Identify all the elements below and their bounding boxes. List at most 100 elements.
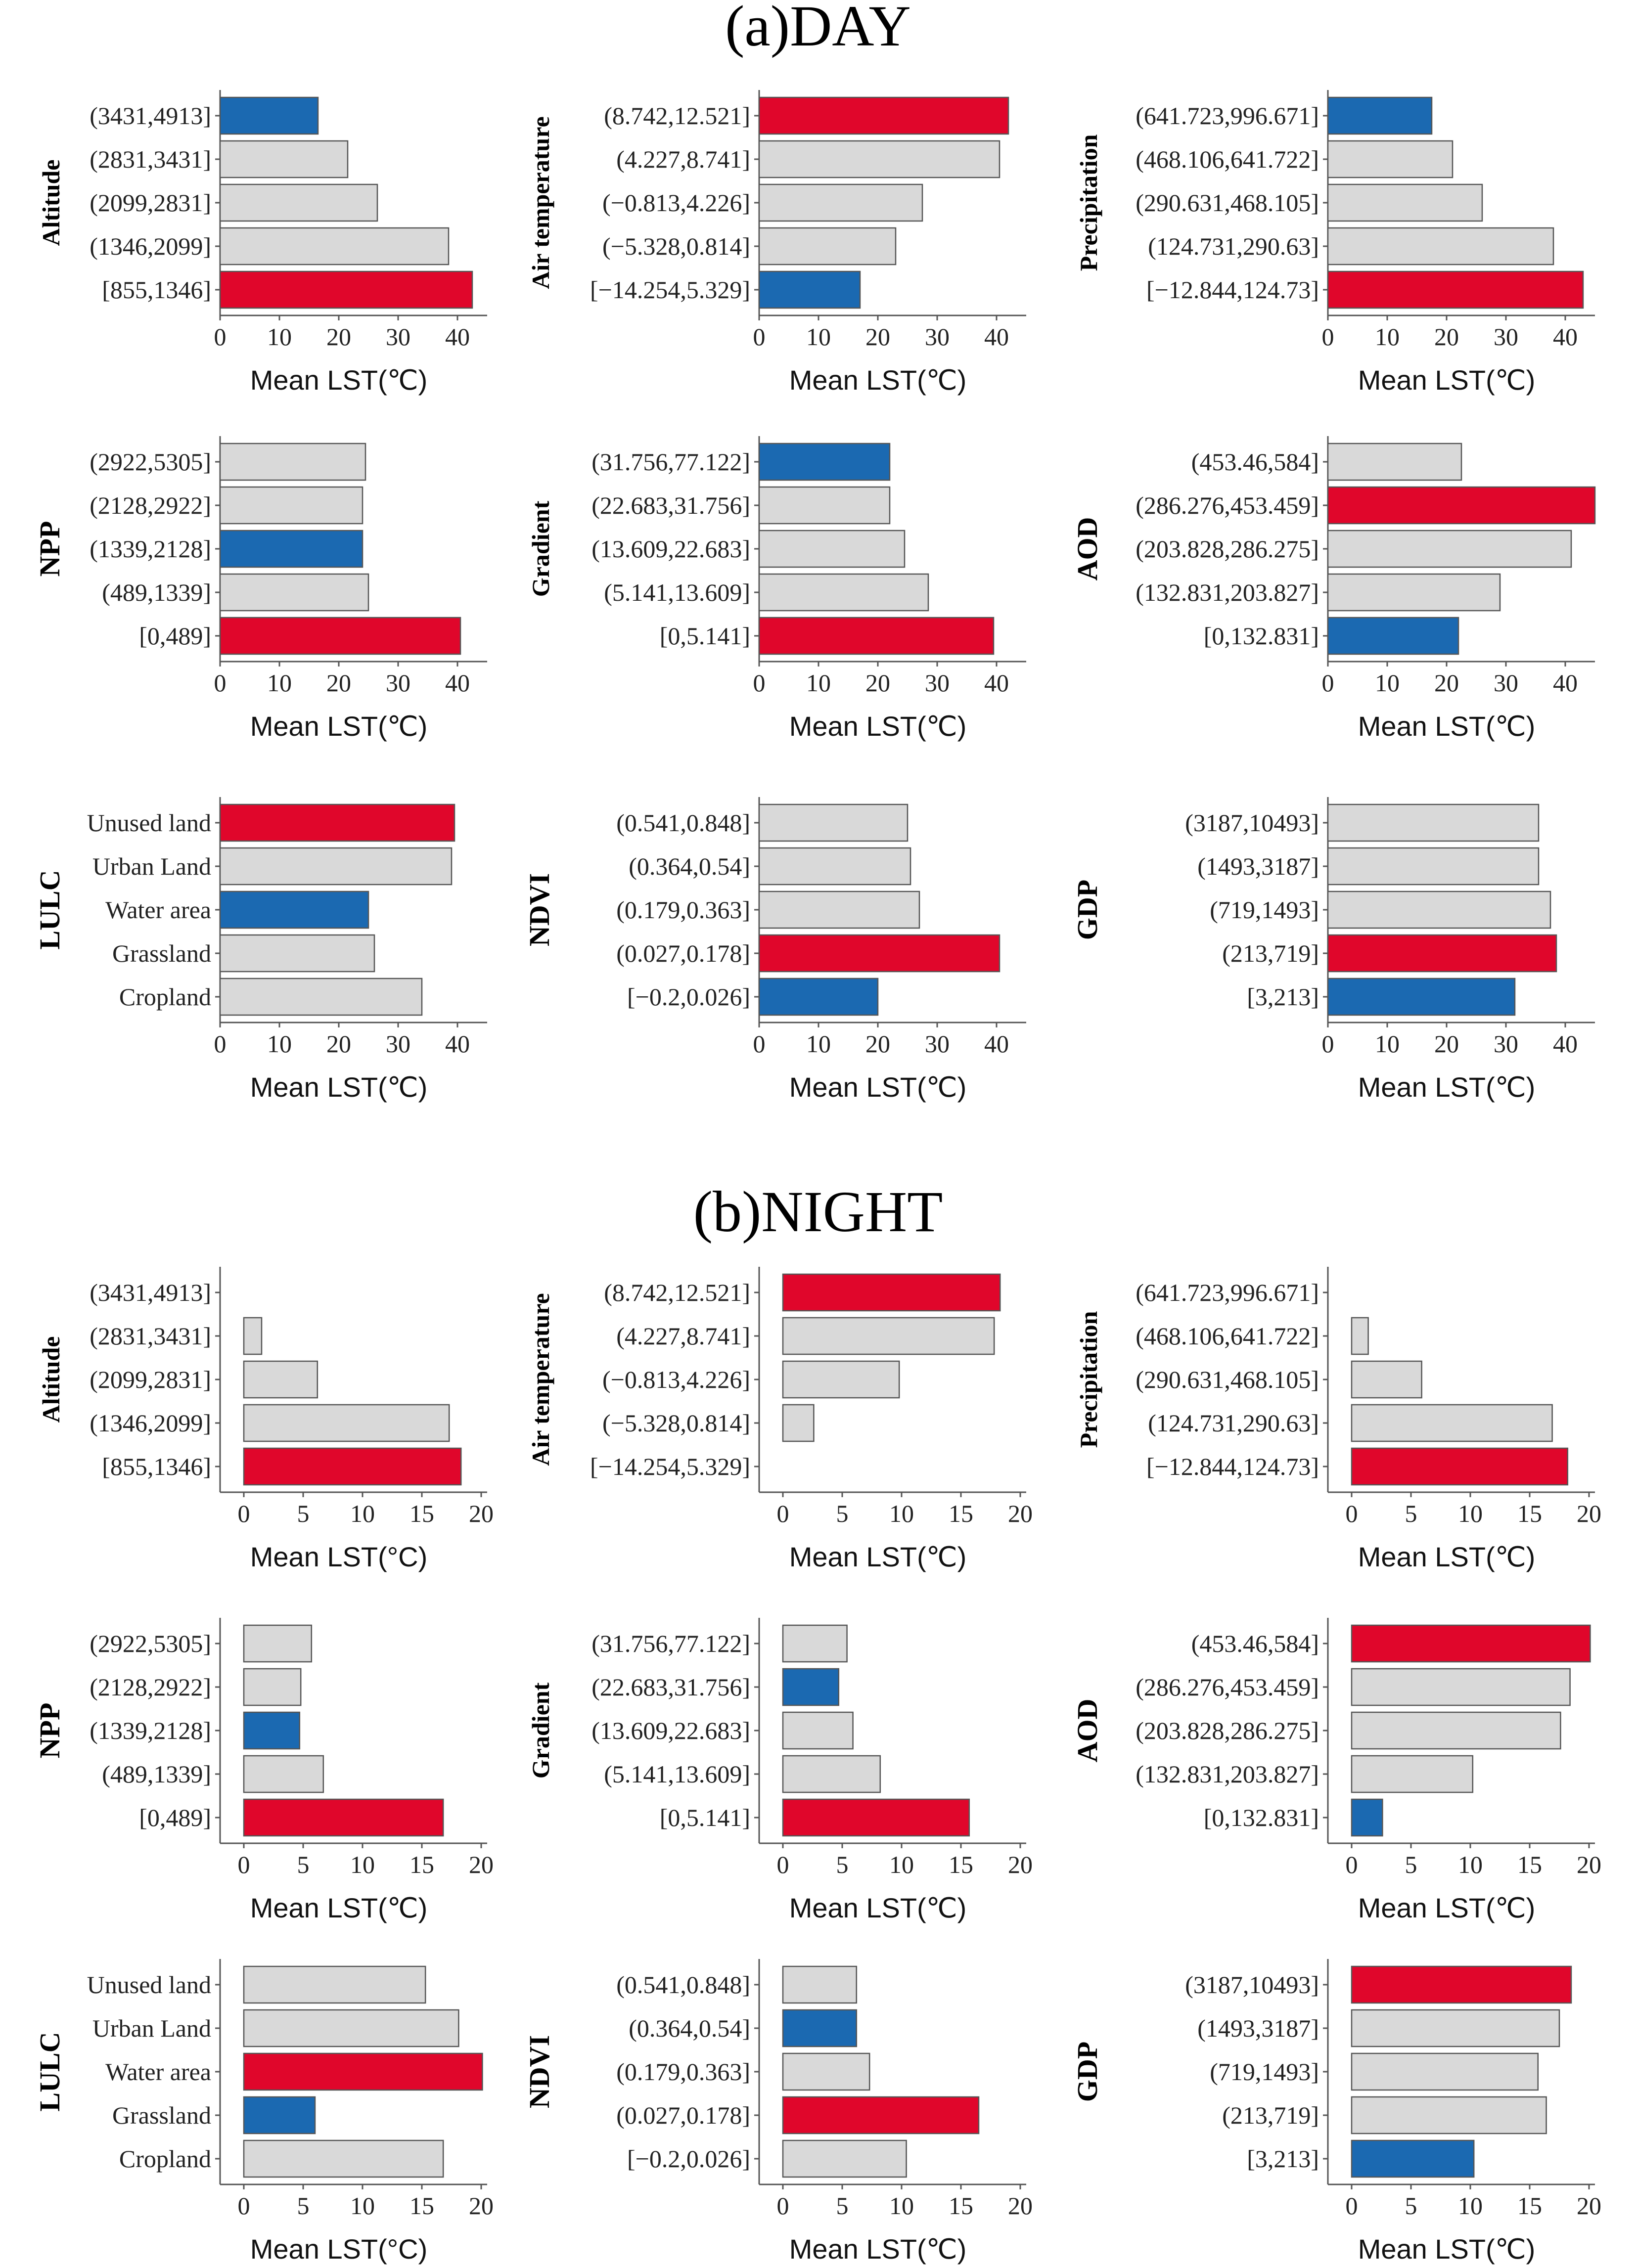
- x-tick-label: 40: [445, 669, 470, 697]
- chart-a-day-npp: (2922,5305] (2128,2922] (1339,2128] (489,13…: [34, 436, 487, 742]
- bar-a-day-precipitation-12-844-124-73: [1327, 270, 1584, 309]
- chart-b-night-ndvi: (0.541,0.848] (0.364,0.54] (0.179,0.363] (0…: [523, 1959, 1033, 2265]
- x-tick-label: 20: [1577, 1851, 1601, 1878]
- x-axis-label: Mean LST(℃): [789, 1541, 967, 1572]
- chart-b-night-lulc: Unused land Urban Land Water area Grassland…: [34, 1959, 494, 2265]
- bar-a-day-precipitation-290-631-468-105: [1327, 183, 1483, 222]
- bar-b-night-aod-0-132-831: [1351, 1798, 1383, 1837]
- x-tick-label: 10: [1375, 669, 1400, 697]
- x-tick-label: 40: [1553, 669, 1578, 697]
- x-tick-label: 15: [949, 1851, 973, 1878]
- bar-b-night-gradient-22-683-31-756: [782, 1668, 840, 1706]
- category-label: [3,213]: [1247, 2145, 1319, 2173]
- bar-a-day-ndvi-0-179-0-363: [758, 890, 920, 929]
- section-title-night: (b)NIGHT: [693, 1179, 943, 1244]
- bar-a-day-altitude-855-1346: [219, 270, 473, 309]
- category-label: [−0.2,0.026]: [627, 983, 750, 1011]
- category-label: [−14.254,5.329]: [590, 276, 750, 304]
- x-axis-label: Mean LST(℃): [250, 711, 428, 742]
- x-tick-label: 40: [1553, 323, 1578, 351]
- x-tick-label: 10: [889, 1851, 914, 1878]
- bar-b-night-gdp-719-1493: [1351, 2052, 1539, 2091]
- x-tick-label: 20: [326, 1030, 351, 1058]
- category-label: (0.027,0.178]: [616, 2101, 750, 2129]
- bar-a-day-aod-203-828-286-275: [1327, 530, 1572, 568]
- variable-label: Altitude: [37, 1336, 65, 1423]
- bar-a-day-gdp-213-719: [1327, 934, 1557, 973]
- variable-label: LULC: [34, 870, 66, 949]
- x-tick-label: 0: [777, 2192, 789, 2220]
- bar-b-night-gdp-3187-10493: [1351, 1965, 1572, 2004]
- x-tick-label: 5: [836, 1500, 849, 1527]
- bar-b-night-npp-489-1339: [243, 1755, 324, 1793]
- x-tick-label: 20: [1008, 1851, 1033, 1878]
- category-label: (1346,2099]: [90, 1409, 211, 1437]
- category-label: (203.828,286.275]: [1136, 535, 1319, 563]
- category-label: Cropland: [119, 983, 211, 1011]
- bar-a-day-ndvi-0-2-0-026: [758, 978, 879, 1016]
- chart-b-night-air-temperature: (8.742,12.521] (4.227,8.741] (−0.813,4.226…: [527, 1267, 1033, 1572]
- chart-b-night-gdp: (3187,10493] (1493,3187] (719,1493] (213,71…: [1071, 1959, 1601, 2265]
- x-tick-label: 15: [1517, 1851, 1542, 1878]
- bar-a-day-ndvi-0-541-0-848: [758, 803, 909, 842]
- x-tick-label: 5: [1405, 1851, 1417, 1878]
- bar-b-night-precipitation-290-631-468-105: [1351, 1360, 1422, 1399]
- chart-b-night-precipitation: (641.723,996.671] (468.106,641.722] (290.6…: [1075, 1267, 1601, 1572]
- category-label: (8.742,12.521]: [604, 1279, 750, 1306]
- category-label: (−5.328,0.814]: [602, 1409, 750, 1437]
- category-label: (−0.813,4.226]: [602, 189, 750, 217]
- category-label: (0.027,0.178]: [616, 939, 750, 967]
- category-label: (0.179,0.363]: [616, 896, 750, 924]
- bar-b-night-gradient-13-609-22-683: [782, 1711, 854, 1750]
- bar-b-night-ndvi-0-2-0-026: [782, 2139, 907, 2178]
- x-tick-label: 20: [469, 2192, 494, 2220]
- category-label: (0.541,0.848]: [616, 809, 750, 837]
- category-label: (1493,3187]: [1197, 852, 1319, 880]
- bar-b-night-gdp-213-719: [1351, 2096, 1547, 2135]
- x-tick-label: 0: [238, 1851, 250, 1878]
- x-tick-label: 40: [445, 1030, 470, 1058]
- bar-a-day-lulc-unused-land: [219, 803, 455, 842]
- x-axis-label: Mean LST(℃): [1358, 1541, 1536, 1572]
- x-tick-label: 40: [445, 323, 470, 351]
- variable-label: AOD: [1071, 517, 1103, 581]
- bar-b-night-gradient-0-5-141: [782, 1798, 970, 1837]
- x-tick-label: 5: [297, 2192, 310, 2220]
- x-tick-label: 20: [865, 323, 890, 351]
- category-label: [−12.844,124.73]: [1146, 276, 1319, 304]
- bar-a-day-air-temperature-14-254-5-329: [758, 270, 861, 309]
- x-tick-label: 20: [1434, 669, 1459, 697]
- category-label: (3431,4913]: [90, 1279, 211, 1306]
- category-label: (132.831,203.827]: [1136, 1760, 1319, 1788]
- bar-a-day-gradient-22-683-31-756: [758, 486, 891, 525]
- category-label: (2128,2922]: [90, 491, 211, 519]
- bar-b-night-lulc-urban-land: [243, 2009, 459, 2047]
- x-tick-label: 40: [984, 1030, 1009, 1058]
- x-tick-label: 30: [386, 1030, 410, 1058]
- category-label: (290.631,468.105]: [1136, 1366, 1319, 1393]
- category-label: (203.828,286.275]: [1136, 1717, 1319, 1744]
- x-tick-label: 20: [1577, 1500, 1601, 1527]
- x-tick-label: 15: [1517, 1500, 1542, 1527]
- category-label: (1346,2099]: [90, 232, 211, 260]
- x-tick-label: 20: [469, 1851, 494, 1878]
- chart-panels: (3431,4913] (2831,3431] (2099,2831] (1346,2…: [34, 90, 1601, 2265]
- bar-a-day-gdp-1493-3187: [1327, 847, 1540, 886]
- x-tick-label: 10: [889, 2192, 914, 2220]
- category-label: [−0.2,0.026]: [627, 2145, 750, 2173]
- category-label: (1493,3187]: [1197, 2014, 1319, 2042]
- bar-b-night-gdp-3-213: [1351, 2139, 1475, 2178]
- category-label: Unused land: [87, 809, 211, 837]
- category-label: (13.609,22.683]: [591, 1717, 750, 1744]
- bar-b-night-aod-286-276-453-459: [1351, 1668, 1571, 1706]
- x-tick-label: 0: [1346, 1500, 1358, 1527]
- x-tick-label: 10: [1458, 1500, 1483, 1527]
- category-label: [0,132.831]: [1204, 1804, 1319, 1831]
- category-label: Unused land: [87, 1971, 211, 1999]
- x-tick-label: 40: [984, 323, 1009, 351]
- bar-b-night-altitude-2099-2831: [243, 1360, 318, 1399]
- bar-a-day-aod-0-132-831: [1327, 617, 1459, 655]
- x-tick-label: 15: [409, 1500, 434, 1527]
